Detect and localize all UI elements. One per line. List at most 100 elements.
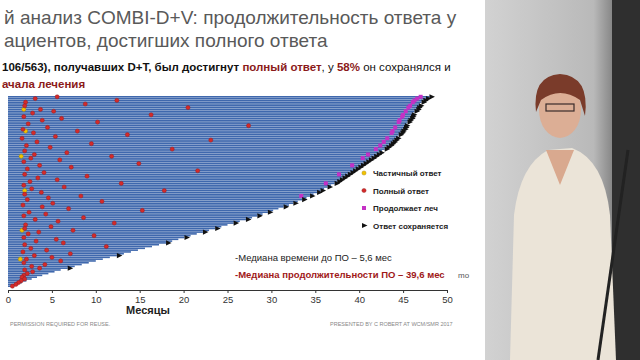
x-tick-mark xyxy=(271,290,272,293)
bar xyxy=(8,186,328,188)
bar xyxy=(8,165,361,167)
marker-circle xyxy=(209,138,213,142)
marker-circle xyxy=(26,232,30,236)
bar xyxy=(8,228,215,230)
marker-arrow xyxy=(399,132,405,137)
legend-label: Продолжает леч xyxy=(373,204,438,213)
x-tick: 50 xyxy=(442,290,453,305)
speaker-neck xyxy=(546,150,574,185)
bar xyxy=(8,204,289,206)
slide: й анализ COMBI-D+V: продолжительность от… xyxy=(0,0,640,360)
bar xyxy=(8,127,404,129)
x-tick-label: 0 xyxy=(6,294,11,305)
bar xyxy=(8,233,197,235)
marker-circle xyxy=(56,219,60,223)
marker-circle xyxy=(27,210,31,214)
marker-circle xyxy=(40,118,44,122)
x-tick-label: 50 xyxy=(442,294,453,305)
marker-circle xyxy=(23,268,27,272)
marker-circle xyxy=(69,165,73,169)
marker-square xyxy=(378,143,382,147)
marker-circle xyxy=(42,170,46,174)
speaker-hair xyxy=(536,74,586,116)
marker-circle xyxy=(30,264,34,268)
photo-dark-band xyxy=(612,0,640,360)
speaker-body xyxy=(510,148,616,360)
bar xyxy=(8,195,310,197)
mic-stand xyxy=(598,150,628,360)
marker-circle xyxy=(35,140,39,144)
x-tick-mark xyxy=(359,290,360,293)
x-tick-mark xyxy=(8,290,9,293)
marker-square xyxy=(382,140,386,144)
marker-circle xyxy=(61,241,65,245)
x-tick-mark xyxy=(96,290,97,293)
bar xyxy=(8,226,221,228)
x-tick: 40 xyxy=(354,290,365,305)
marker-circle xyxy=(23,226,27,230)
subtitle-part: 58% xyxy=(337,61,360,73)
bar xyxy=(8,121,407,123)
marker-circle xyxy=(79,194,83,198)
marker-square xyxy=(397,120,401,124)
marker-circle xyxy=(66,207,70,211)
marker-circle xyxy=(49,225,53,229)
marker-circle xyxy=(23,104,27,108)
x-tick: 10 xyxy=(91,290,102,305)
marker-square xyxy=(400,115,404,119)
footer: PRESENTED BY C ROBERT AT WCM/SMR 2017 xyxy=(330,321,453,327)
marker-circle xyxy=(38,163,42,167)
marker-square xyxy=(419,95,423,99)
background xyxy=(0,0,640,360)
marker-arrow xyxy=(415,109,421,114)
marker-circle xyxy=(55,95,59,99)
marker-circle xyxy=(18,257,22,261)
bar xyxy=(8,154,377,156)
bar xyxy=(8,101,422,103)
x-tick-mark xyxy=(140,290,141,293)
annotation: -Медиана времени до ПО – 5,6 мес xyxy=(235,252,392,263)
marker-circle xyxy=(21,203,25,207)
marker-circle xyxy=(22,183,26,187)
subtitle-part: , у xyxy=(322,61,337,73)
marker-circle xyxy=(110,154,114,158)
bar xyxy=(8,125,405,127)
annotation: -Медиана продолжительности ПО – 39,6 мес xyxy=(235,269,445,280)
marker-circle xyxy=(104,244,108,248)
bar xyxy=(8,262,89,264)
bar xyxy=(8,103,420,105)
marker-circle xyxy=(71,228,75,232)
x-tick-label: 20 xyxy=(179,294,190,305)
marker-arrow xyxy=(284,204,290,209)
bar xyxy=(8,147,386,149)
marker-circle xyxy=(22,160,26,164)
marker-circle xyxy=(44,212,48,216)
marker-circle xyxy=(26,122,30,126)
marker-square xyxy=(411,100,415,104)
x-tick-mark xyxy=(184,290,185,293)
bar xyxy=(8,123,407,125)
bar xyxy=(8,224,228,226)
marker-square xyxy=(385,136,389,140)
series-circle xyxy=(10,95,250,289)
legend-label: Частичный ответ xyxy=(373,169,442,178)
marker-circle xyxy=(33,96,37,100)
marker-circle xyxy=(36,176,40,180)
series-circle xyxy=(18,107,27,261)
marker-arrow xyxy=(215,226,221,231)
bar xyxy=(8,235,191,237)
marker-circle xyxy=(119,181,123,185)
marker-circle xyxy=(32,152,36,156)
marker-circle xyxy=(95,120,99,124)
marker-circle xyxy=(83,102,87,106)
marker-circle xyxy=(112,221,116,225)
marker-circle xyxy=(65,151,69,155)
marker-circle xyxy=(40,205,44,209)
bar xyxy=(8,145,389,147)
bar xyxy=(8,112,414,114)
bar xyxy=(8,96,429,98)
series-arrow xyxy=(68,94,435,271)
marker-circle xyxy=(19,154,23,158)
marker-circle xyxy=(58,158,62,162)
bar xyxy=(8,244,159,246)
